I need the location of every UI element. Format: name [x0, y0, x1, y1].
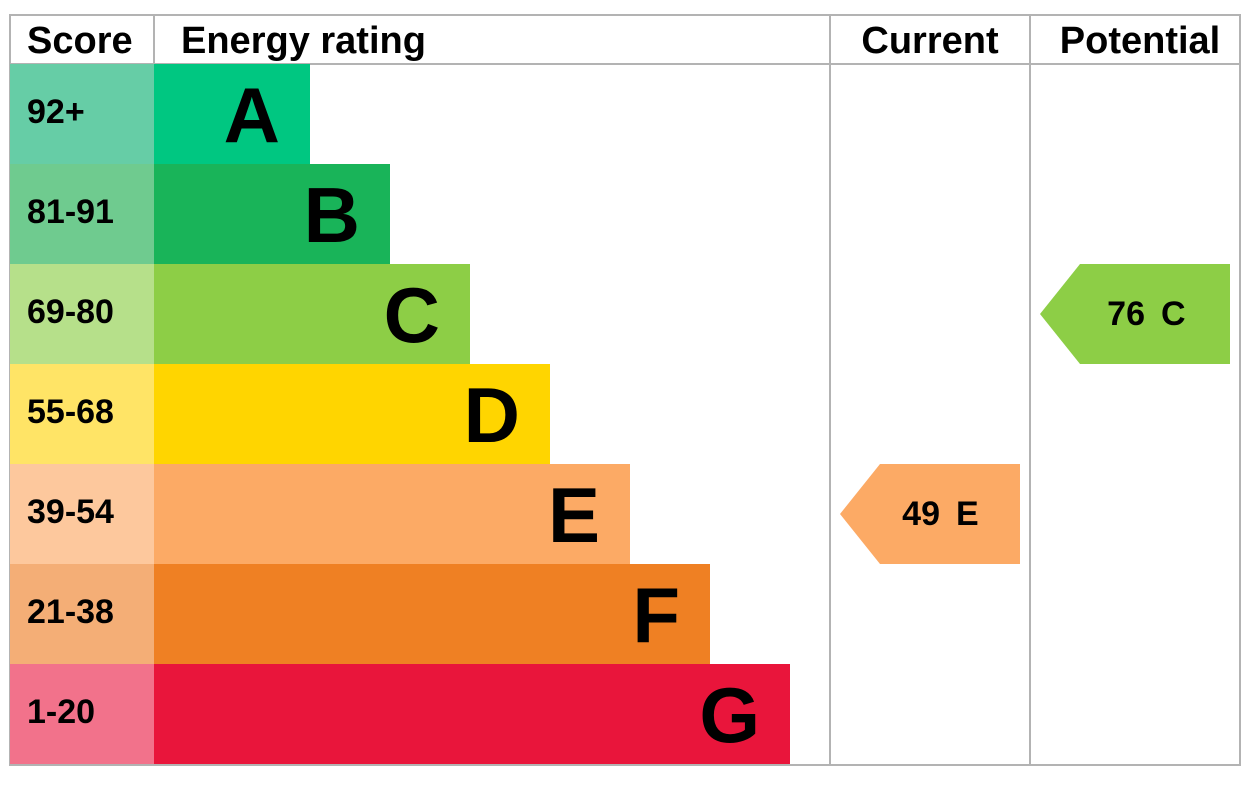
current-rating-band: E [956, 495, 979, 533]
score-range-d: 55-68 [27, 393, 114, 431]
score-range-g: 1-20 [27, 693, 95, 731]
score-range-c: 69-80 [27, 293, 114, 331]
rating-letter-c: C [384, 271, 440, 359]
score-cell-a [10, 64, 154, 164]
rating-letter-d: D [464, 371, 520, 459]
rating-letter-f: F [632, 571, 680, 659]
score-header: Score [27, 20, 133, 62]
current-rating-arrow [840, 464, 1020, 564]
rating-bar-c [154, 264, 470, 364]
score-cell-c [10, 264, 154, 364]
rating-bar-g [154, 664, 790, 764]
score-range-e: 39-54 [27, 493, 114, 531]
score-range-a: 92+ [27, 93, 85, 131]
rating-letter-b: B [304, 171, 360, 259]
current-header: Current [861, 20, 999, 62]
rating-letter-a: A [224, 71, 280, 159]
score-range-b: 81-91 [27, 193, 114, 231]
rating-letter-e: E [548, 471, 600, 559]
rating-bar-f [154, 564, 710, 664]
potential-header: Potential [1060, 20, 1220, 62]
rating-letter-g: G [699, 671, 760, 759]
score-cell-b [10, 164, 154, 264]
rating-bar-e [154, 464, 630, 564]
rating-bands: 92+ A 81-91 B 69-80 C 55-68 D 39-54 E 21-38 F 1-20 G [10, 64, 790, 764]
score-range-f: 21-38 [27, 593, 114, 631]
score-cell-g [10, 664, 154, 764]
potential-rating-band: C [1161, 295, 1186, 333]
score-cell-f [10, 564, 154, 664]
score-cell-d [10, 364, 154, 464]
rating-bar-b [154, 164, 390, 264]
potential-rating-value: 76 [1107, 295, 1145, 333]
current-rating-value: 49 [902, 495, 940, 533]
energy-rating-header: Energy rating [181, 20, 426, 62]
rating-bar-d [154, 364, 550, 464]
potential-rating-arrow [1040, 264, 1230, 364]
rating-markers: 49 E 76 C [840, 264, 1230, 564]
rating-bar-a [154, 64, 310, 164]
score-cell-e [10, 464, 154, 564]
